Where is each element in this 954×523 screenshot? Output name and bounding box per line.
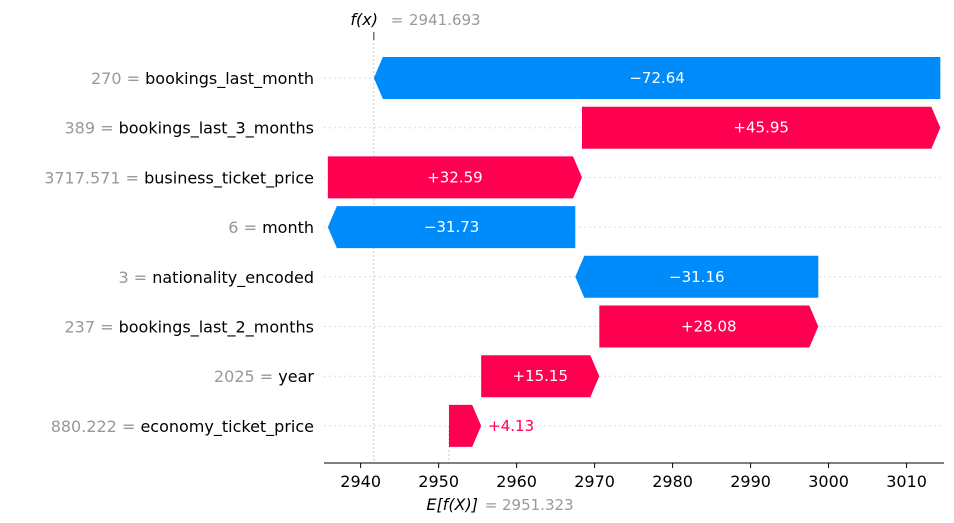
contribution-bars: −72.64 +45.95 +32.59 −31.73 −31.16 +28.08 +15.… (327, 57, 941, 447)
positive-bar (327, 156, 583, 199)
bar-value-label: −31.73 (424, 218, 480, 236)
fx-equals: = (391, 11, 404, 29)
fx-annotation: f(x) = 2941.693 (350, 10, 480, 29)
feature-label: 2025 = year (214, 367, 314, 386)
feature-label: 270 = bookings_last_month (91, 69, 314, 89)
bar-value-label: −72.64 (629, 69, 685, 87)
x-tick-label: 2990 (730, 472, 771, 491)
x-tick-label: 2950 (418, 472, 459, 491)
feature-name: bookings_last_month (145, 69, 314, 89)
efx-label: E[f(X)] (426, 495, 478, 514)
positive-bar (582, 106, 941, 149)
feature-name: bookings_last_2_months (119, 317, 314, 337)
negative-bar (327, 206, 576, 249)
positive-bar (599, 305, 819, 348)
feature-label: 3717.571 = business_ticket_price (44, 168, 314, 188)
contribution-bar-group: +28.08 (599, 305, 819, 348)
feature-name: month (262, 218, 314, 237)
efx-equals: = (485, 496, 498, 514)
feature-name: nationality_encoded (152, 267, 314, 287)
contribution-bar-group: +45.95 (582, 106, 941, 149)
bar-value-label: +4.13 (488, 417, 534, 435)
feature-labels: 270 = bookings_last_month 389 = bookings_… (44, 69, 314, 437)
bar-value-label: +15.15 (512, 367, 568, 385)
contribution-bar-group: −31.16 (575, 255, 819, 298)
feature-value: 270 = (91, 69, 145, 88)
x-tick-label: 2970 (574, 472, 615, 491)
contribution-bar-group: +32.59 (327, 156, 583, 199)
contribution-bar-group: −72.64 (373, 57, 941, 99)
feature-value: 3 = (118, 267, 152, 286)
x-axis: 2940 2950 2960 2970 2980 2990 3000 3010 (324, 462, 944, 491)
negative-bar (575, 255, 819, 298)
positive-bar (481, 355, 600, 398)
bar-value-label: +32.59 (427, 168, 483, 186)
feature-value: 2025 = (214, 367, 278, 386)
reference-lines (373, 32, 450, 463)
feature-label: 880.222 = economy_ticket_price (51, 416, 314, 436)
feature-value: 6 = (228, 218, 262, 237)
x-tick-label: 2980 (652, 472, 693, 491)
contribution-bar-group: +4.13 (448, 404, 534, 447)
bar-value-label: −31.16 (669, 268, 725, 286)
fx-label: f(x) (350, 10, 378, 29)
feature-value: 3717.571 = (44, 168, 144, 187)
feature-value: 389 = (64, 118, 118, 137)
feature-name: economy_ticket_price (140, 416, 314, 436)
bar-value-label: +45.95 (733, 119, 789, 137)
contribution-bar-group: +15.15 (481, 355, 600, 398)
negative-bar (373, 57, 941, 99)
x-tick-label: 3000 (808, 472, 849, 491)
fx-value: 2941.693 (409, 11, 481, 29)
feature-label: 3 = nationality_encoded (118, 267, 314, 287)
feature-name: business_ticket_price (144, 168, 314, 188)
feature-label: 237 = bookings_last_2_months (64, 317, 314, 337)
x-tick-label: 2940 (340, 472, 381, 491)
feature-value: 237 = (64, 317, 118, 336)
feature-label: 389 = bookings_last_3_months (64, 118, 314, 138)
feature-name: year (278, 367, 314, 386)
feature-value: 880.222 = (51, 416, 141, 435)
positive-bar (448, 404, 482, 447)
x-tick-label: 2960 (496, 472, 537, 491)
feature-name: bookings_last_3_months (119, 118, 314, 138)
contribution-bar-group: −31.73 (327, 206, 576, 249)
efx-annotation: E[f(X)] = 2951.323 (426, 495, 573, 514)
efx-value: 2951.323 (502, 496, 574, 514)
x-tick-label: 3010 (886, 472, 927, 491)
bar-value-label: +28.08 (681, 318, 737, 336)
feature-label: 6 = month (228, 218, 314, 237)
